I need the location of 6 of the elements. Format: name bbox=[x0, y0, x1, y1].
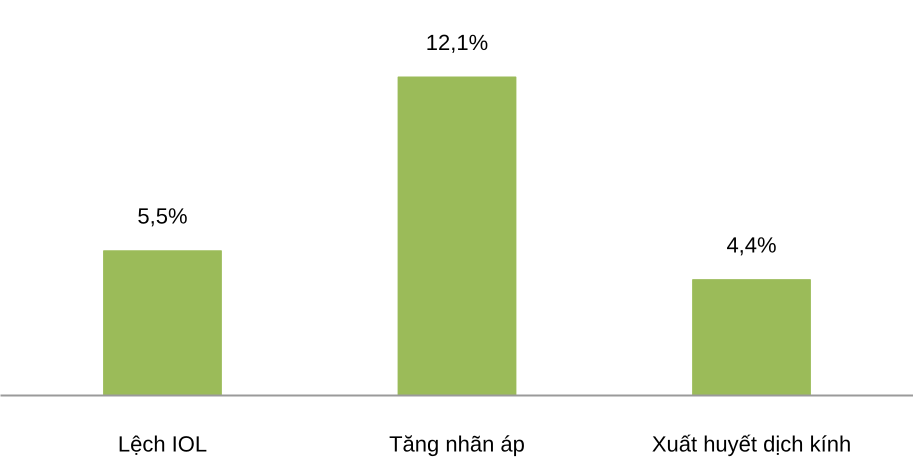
data-label: 4,4% bbox=[726, 232, 777, 258]
x-tick-label: Tăng nhãn áp bbox=[389, 432, 525, 456]
data-label: 5,5% bbox=[137, 204, 188, 229]
data-label: 12,1% bbox=[426, 30, 488, 55]
x-tick-label: Lệch IOL bbox=[118, 432, 208, 456]
x-tick-label: Xuất huyết dịch kính bbox=[652, 432, 852, 456]
